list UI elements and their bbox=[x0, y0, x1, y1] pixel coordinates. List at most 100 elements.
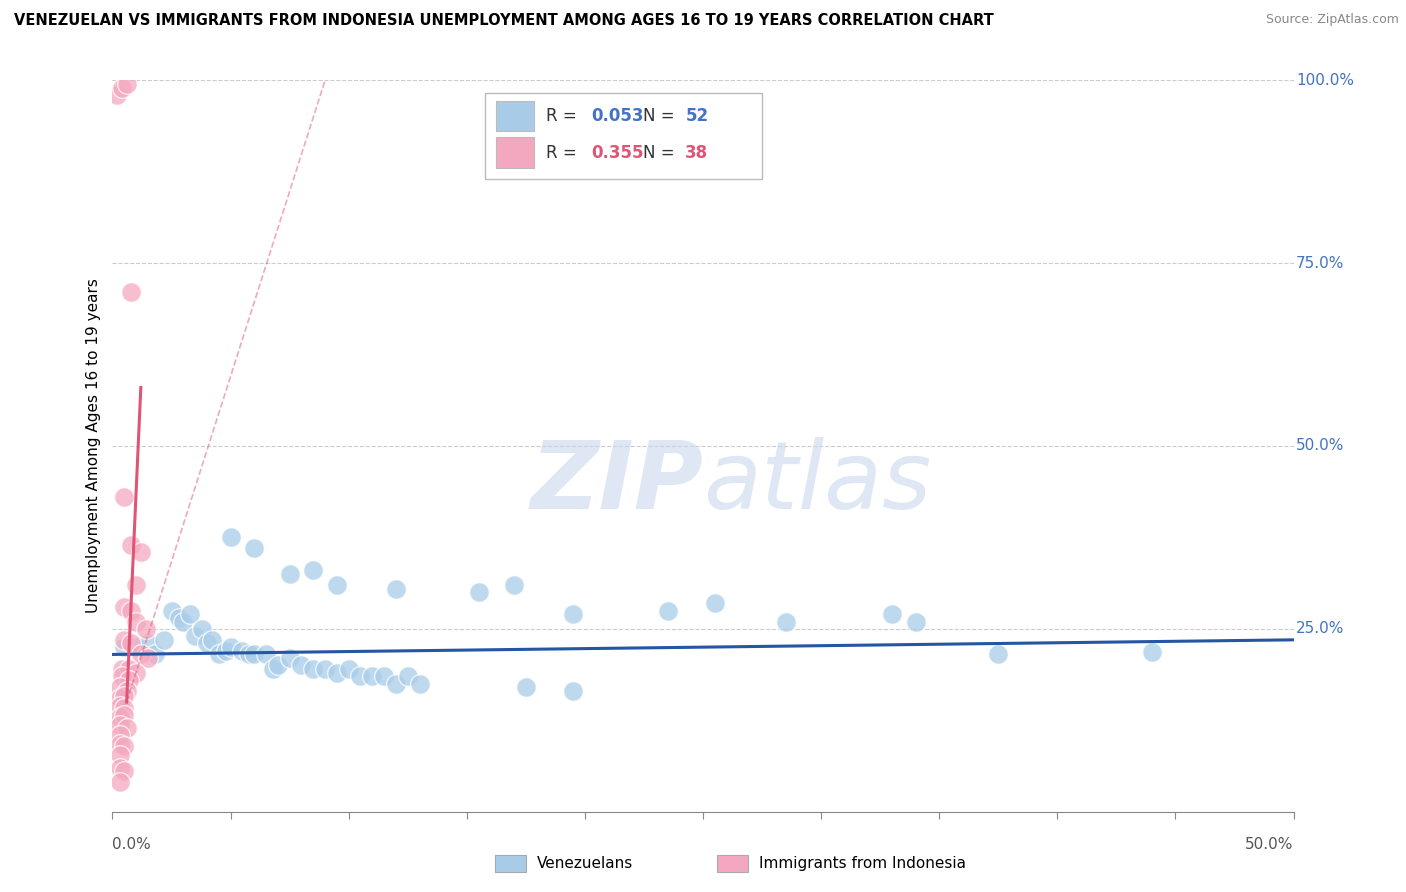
Point bbox=[108, 728, 131, 742]
Point bbox=[385, 676, 408, 690]
Point bbox=[467, 585, 489, 599]
Point bbox=[191, 622, 214, 636]
Point bbox=[349, 669, 371, 683]
Point bbox=[111, 669, 134, 683]
Text: Source: ZipAtlas.com: Source: ZipAtlas.com bbox=[1265, 13, 1399, 27]
Bar bbox=[717, 855, 748, 872]
Point bbox=[125, 615, 148, 629]
Point bbox=[129, 545, 152, 559]
Point bbox=[108, 698, 131, 713]
FancyBboxPatch shape bbox=[485, 93, 762, 179]
Point bbox=[179, 607, 201, 622]
Point bbox=[108, 738, 131, 752]
Point bbox=[326, 665, 349, 680]
Point bbox=[105, 87, 128, 102]
Point bbox=[160, 603, 183, 617]
Point bbox=[125, 665, 148, 680]
Point bbox=[254, 648, 277, 662]
Point bbox=[373, 669, 395, 683]
Point bbox=[108, 761, 131, 775]
Point bbox=[111, 80, 134, 95]
Point bbox=[361, 669, 384, 683]
Point bbox=[396, 669, 419, 683]
Point bbox=[108, 691, 131, 706]
Point bbox=[219, 640, 242, 655]
Point bbox=[219, 530, 242, 544]
Point bbox=[243, 648, 266, 662]
Point bbox=[118, 662, 141, 676]
Text: 0.053: 0.053 bbox=[591, 107, 644, 125]
Point bbox=[108, 747, 131, 762]
Bar bbox=[495, 855, 526, 872]
Point bbox=[262, 662, 284, 676]
Point bbox=[302, 563, 325, 577]
Point bbox=[108, 681, 131, 695]
Y-axis label: Unemployment Among Ages 16 to 19 years: Unemployment Among Ages 16 to 19 years bbox=[86, 278, 101, 614]
Point bbox=[108, 709, 131, 723]
Point bbox=[120, 538, 142, 552]
Point bbox=[503, 578, 526, 592]
Point bbox=[278, 651, 301, 665]
Point bbox=[278, 567, 301, 582]
Text: R =: R = bbox=[546, 144, 582, 161]
Text: N =: N = bbox=[643, 107, 679, 125]
Text: 100.0%: 100.0% bbox=[1296, 73, 1354, 87]
Point bbox=[314, 662, 336, 676]
Point bbox=[125, 578, 148, 592]
Point bbox=[143, 648, 166, 662]
Point bbox=[215, 644, 238, 658]
Point bbox=[326, 578, 349, 592]
Text: 52: 52 bbox=[685, 107, 709, 125]
Point bbox=[118, 673, 141, 687]
Point bbox=[167, 611, 190, 625]
Text: 25.0%: 25.0% bbox=[1296, 622, 1344, 636]
Point bbox=[562, 684, 585, 698]
Text: 50.0%: 50.0% bbox=[1246, 838, 1294, 853]
Point bbox=[129, 648, 152, 662]
Point bbox=[302, 662, 325, 676]
Text: N =: N = bbox=[643, 144, 679, 161]
Point bbox=[135, 622, 157, 636]
Text: Immigrants from Indonesia: Immigrants from Indonesia bbox=[759, 856, 966, 871]
Point bbox=[195, 636, 218, 650]
Point bbox=[1140, 645, 1163, 659]
Point bbox=[115, 721, 138, 735]
Point bbox=[112, 632, 135, 647]
Text: 38: 38 bbox=[685, 144, 709, 161]
Point bbox=[112, 490, 135, 504]
Point bbox=[111, 662, 134, 676]
Text: ZIP: ZIP bbox=[530, 436, 703, 529]
Point bbox=[112, 764, 135, 779]
Text: Venezuelans: Venezuelans bbox=[537, 856, 633, 871]
Text: 50.0%: 50.0% bbox=[1296, 439, 1344, 453]
Point bbox=[385, 582, 408, 596]
Point bbox=[112, 640, 135, 655]
Point bbox=[112, 701, 135, 715]
Point bbox=[562, 607, 585, 622]
Point bbox=[153, 632, 176, 647]
Point bbox=[125, 640, 148, 655]
Text: R =: R = bbox=[546, 107, 582, 125]
Point bbox=[112, 599, 135, 614]
Point bbox=[267, 658, 290, 673]
Point bbox=[108, 775, 131, 789]
Bar bbox=[496, 137, 534, 168]
Point bbox=[408, 676, 430, 690]
Point bbox=[120, 636, 142, 650]
Point bbox=[703, 596, 725, 610]
Text: atlas: atlas bbox=[703, 437, 931, 528]
Text: VENEZUELAN VS IMMIGRANTS FROM INDONESIA UNEMPLOYMENT AMONG AGES 16 TO 19 YEARS C: VENEZUELAN VS IMMIGRANTS FROM INDONESIA … bbox=[14, 13, 994, 29]
Point bbox=[201, 632, 224, 647]
Point bbox=[184, 629, 207, 643]
Point bbox=[115, 684, 138, 698]
Text: 0.0%: 0.0% bbox=[112, 838, 152, 853]
Point bbox=[120, 285, 142, 300]
Point bbox=[243, 541, 266, 556]
Point bbox=[108, 718, 131, 732]
Point bbox=[515, 681, 537, 695]
Point bbox=[238, 648, 260, 662]
Point bbox=[208, 648, 231, 662]
Point bbox=[115, 77, 138, 91]
Point bbox=[172, 615, 194, 629]
Bar bbox=[496, 101, 534, 131]
